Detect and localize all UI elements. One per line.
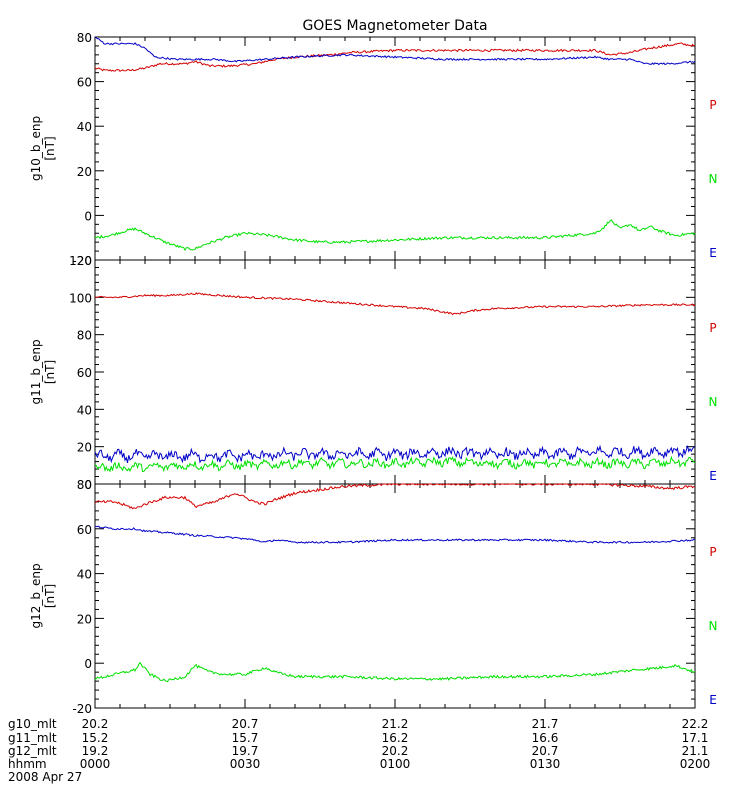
chart-title: GOES Magnetometer Data [302,18,487,34]
panel-frame [94,483,696,709]
y-tick-label: 0 [84,209,92,223]
x-tick-label: 21.1 [682,744,709,758]
y-tick-label: 120 [69,254,92,268]
legend-label-N: N [709,172,718,186]
series-line-P [95,292,696,316]
x-tick-label: 20.7 [232,717,259,731]
x-tick-label: 20.7 [532,744,559,758]
y-tick-label: 60 [77,76,92,90]
x-row-label-g10_mlt: g10_mlt [8,717,57,731]
y-tick-label: 0 [84,657,92,671]
y-axis-label: g10_b_enp [29,116,43,181]
x-tick-label: 16.6 [532,731,559,745]
legend-label-P: P [709,545,716,559]
series-line-P [94,42,696,72]
legend-label-P: P [709,321,716,335]
y-tick-label: 40 [77,568,92,582]
y-tick-label: 60 [77,523,92,537]
y-tick-label: 20 [77,165,92,179]
x-tick-label: 0000 [80,757,111,771]
y-axis-label: g12_b_enp [29,563,43,628]
x-tick-label: 20.2 [82,717,109,731]
x-tick-label: 20.2 [382,744,409,758]
x-tick-label: 16.2 [382,731,409,745]
x-tick-label: 17.1 [682,731,709,745]
x-tick-label: 0130 [530,757,561,771]
legend-label-E: E [709,246,717,260]
series-line-E [94,36,696,66]
panel-2: 0 20 40 60 80 100 120 g11_b_enp [nT] P N E [29,254,717,492]
y-tick-label: 20 [77,441,92,455]
series-line-N [94,219,696,252]
x-row-label-g11_mlt: g11_mlt [8,731,57,745]
y-axis-unit: [nT] [43,360,57,384]
y-tick-label: 80 [77,31,92,45]
legend-label-E: E [709,469,717,483]
panel-1: -20 0 20 40 60 80 g10_b_enp [nT] P N E [29,31,717,268]
date-label: 2008 Apr 27 [8,770,82,784]
series-line-E [94,444,696,464]
y-tick-label: -20 [72,254,92,268]
legend-label-N: N [709,395,718,409]
x-tick-label: 0100 [380,757,411,771]
x-tick-label: 0200 [680,757,711,771]
series-line-E [95,525,696,544]
y-tick-label: 40 [77,403,92,417]
legend-label-P: P [709,98,716,112]
y-tick-label: 100 [69,291,92,305]
x-tick-label: 19.7 [232,744,259,758]
y-axis-unit: [nT] [43,584,57,608]
legend-label-E: E [709,693,717,707]
x-tick-label: 21.7 [532,717,559,731]
y-axis-label: g11_b_enp [29,339,43,404]
legend-label-N: N [709,619,718,633]
y-tick-label: 60 [77,366,92,380]
y-tick-label: -20 [72,702,92,716]
x-row-label-hhmm: hhmm [8,757,47,771]
y-tick-label: 40 [77,120,92,134]
panel-frame [94,259,696,485]
y-tick-label: 0 [84,478,92,492]
x-tick-label: 19.2 [82,744,109,758]
x-tick-label: 15.7 [232,731,259,745]
y-tick-label: 20 [77,612,92,626]
x-tick-label: 15.2 [82,731,109,745]
panel-3: -20 0 20 40 60 80 g12_b_enp [nT] P N E [29,478,717,716]
x-tick-label: 21.2 [382,717,409,731]
y-tick-label: 80 [77,329,92,343]
x-tick-label: 22.2 [682,717,709,731]
series-line-N [94,455,696,473]
y-axis-unit: [nT] [43,136,57,160]
series-line-N [94,661,696,683]
series-line-P [94,483,696,510]
x-tick-label: 0030 [230,757,261,771]
y-tick-label: 80 [77,478,92,492]
x-row-label-g12_mlt: g12_mlt [8,744,57,758]
